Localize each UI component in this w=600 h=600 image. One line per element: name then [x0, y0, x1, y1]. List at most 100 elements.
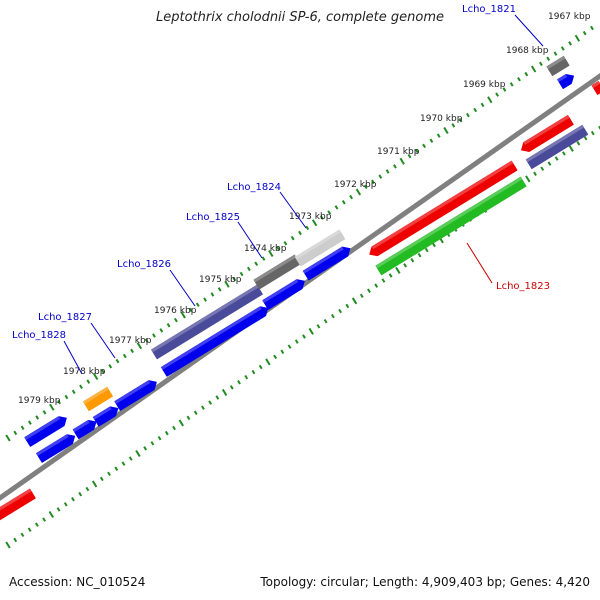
gene-label: Lcho_1827	[38, 312, 92, 323]
outer-tick	[473, 107, 478, 113]
gene-arrow-highlight	[151, 284, 259, 353]
outer-tick	[560, 46, 565, 51]
outer-tick	[502, 87, 507, 92]
outer-tick-ring	[5, 25, 594, 442]
gene-arrow-highlight	[36, 434, 69, 456]
inner-tick	[164, 430, 169, 436]
gene-arrow	[546, 55, 570, 77]
outer-tick	[385, 169, 390, 174]
outer-tick	[378, 174, 383, 179]
gene-arrow	[520, 114, 574, 152]
gene-leader-line	[63, 340, 83, 375]
outer-tick	[217, 287, 222, 292]
inner-tick	[215, 395, 220, 400]
outer-tick	[371, 179, 375, 184]
inner-tick	[244, 374, 249, 380]
inner-tick	[424, 247, 429, 253]
outer-tick	[539, 61, 543, 67]
outer-tick	[568, 41, 572, 46]
gene-arrow	[302, 246, 351, 281]
inner-tick	[229, 385, 234, 390]
outer-tick	[582, 30, 587, 36]
ruler-label: 1972 kbp	[334, 180, 377, 190]
gene-arrow-highlight	[557, 74, 568, 83]
outer-tick	[224, 280, 230, 288]
inner-tick	[107, 471, 111, 477]
outer-tick	[239, 271, 244, 277]
inner-tick	[186, 415, 191, 421]
outer-tick	[422, 143, 426, 149]
gene-arrow	[591, 80, 600, 96]
inner-tick	[56, 507, 61, 512]
inner-tick	[308, 327, 314, 335]
inner-tick	[128, 456, 133, 461]
gene-leader-line	[169, 269, 196, 307]
inner-tick	[143, 446, 148, 451]
gene-arrow-highlight	[525, 125, 584, 163]
gene-arrow-highlight	[161, 306, 262, 370]
ruler-label: 1968 kbp	[506, 46, 549, 56]
outer-tick	[152, 333, 156, 338]
inner-tick	[91, 480, 98, 488]
gene-arrow	[369, 160, 518, 257]
ruler-label: 1979 kbp	[18, 396, 61, 406]
outer-tick	[136, 342, 143, 350]
outer-tick	[399, 157, 405, 165]
inner-tick	[525, 175, 531, 183]
inner-tick	[316, 324, 321, 329]
outer-tick	[590, 25, 594, 31]
inner-tick	[34, 522, 39, 527]
outer-tick	[574, 34, 581, 42]
outer-tick	[232, 276, 237, 282]
ruler-label: 1978 kbp	[63, 367, 106, 377]
inner-tick	[114, 466, 119, 471]
outer-tick	[64, 394, 69, 400]
gene-arrow	[0, 488, 36, 521]
outer-tick	[305, 225, 310, 231]
inner-tick	[432, 242, 436, 248]
inner-tick	[99, 476, 104, 482]
gene-arrow-highlight	[93, 406, 112, 420]
gene-labels: Lcho_1821 Lcho_1823 Lcho_1824 Lcho_1825 Lcho…	[12, 4, 550, 375]
inner-tick	[71, 497, 75, 502]
inner-tick	[63, 502, 68, 507]
outer-tick	[49, 403, 55, 411]
outer-tick	[254, 261, 259, 266]
outer-tick	[20, 425, 25, 430]
outer-tick	[443, 126, 449, 135]
inner-tick	[388, 273, 393, 278]
gene-arrow-highlight	[375, 176, 523, 269]
gene-arrow	[35, 434, 76, 464]
accession-text: Accession: NC_010524	[9, 575, 146, 589]
inner-tick	[302, 334, 306, 339]
outer-tick	[334, 205, 339, 210]
outer-tick	[283, 241, 288, 246]
outer-tick	[355, 188, 362, 196]
outer-tick	[86, 379, 91, 384]
ruler-label: 1977 kbp	[109, 336, 152, 346]
inner-tick	[294, 339, 299, 344]
gene-arrow-highlight	[72, 420, 90, 433]
inner-tick	[359, 293, 364, 299]
inner-tick	[338, 308, 342, 314]
gene-arrow-highlight	[546, 56, 566, 70]
gene-arrow	[556, 74, 575, 90]
inner-tick	[78, 491, 83, 497]
outer-tick	[341, 200, 346, 205]
inner-tick	[13, 537, 18, 543]
inner-tick	[5, 541, 11, 549]
outer-tick	[524, 71, 529, 77]
inner-tick	[237, 380, 241, 385]
inner-tick	[330, 313, 335, 319]
outer-tick	[79, 384, 83, 389]
gene-arrow	[375, 176, 527, 276]
gene-arrow-highlight	[523, 115, 570, 145]
outer-tick	[122, 353, 127, 359]
inner-tick	[273, 354, 278, 360]
outer-tick	[13, 430, 18, 436]
gene-label: Lcho_1825	[186, 212, 240, 223]
inner-tick	[193, 410, 198, 416]
gene-features	[0, 55, 600, 521]
inner-tick	[345, 303, 350, 309]
outer-tick	[101, 369, 105, 374]
